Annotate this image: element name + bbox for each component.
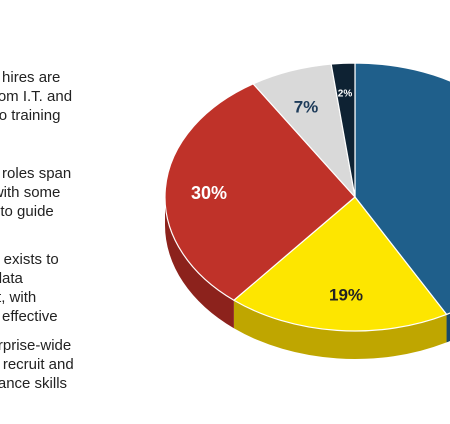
- legend-line: rgely from I.T. and: [0, 88, 73, 105]
- legend-item-3: rnance roles span nd IT, with some ovide…: [0, 164, 128, 221]
- legend-line: xists to recruit and: [0, 356, 74, 373]
- legend-line: ed and effective: [0, 308, 58, 325]
- pie-tops: [164, 62, 450, 332]
- legend-item-5: e, enterprise-wide xists to recruit and …: [0, 336, 128, 393]
- pie-slice-label-2: 19%: [329, 285, 363, 304]
- legend-line: rogram exists to: [0, 251, 59, 268]
- pie-slice-side-3: [165, 197, 234, 329]
- pie-slice-side-2: [233, 300, 447, 360]
- pie-slice-label-5: 2%: [338, 89, 353, 100]
- legend-line: governance skills: [0, 375, 68, 392]
- legend-line: e talent, with: [0, 289, 37, 306]
- legend: rnance hires are rgely from I.T. and ed …: [0, 0, 140, 424]
- legend-item-4: rogram exists to retain data e talent, w…: [0, 250, 128, 326]
- pie-sides: [165, 197, 450, 360]
- legend-line: e, enterprise-wide: [0, 337, 72, 354]
- pie-slice-3: [164, 83, 356, 301]
- legend-line: nd IT, with some: [0, 184, 61, 201]
- pie-slice-5: [330, 62, 356, 198]
- pie-slice-1: [354, 62, 450, 316]
- legend-line: retain data: [0, 270, 23, 287]
- pie-labels: 19% 30% 7% 2%: [191, 89, 363, 305]
- legend-line: rnance roles span: [0, 165, 72, 182]
- pie-slice-label-3: 30%: [191, 183, 227, 203]
- pie-slice-label-4: 7%: [294, 97, 319, 116]
- legend-line: ed or no training: [0, 107, 61, 124]
- legend-line: ovided to guide: [0, 203, 54, 220]
- legend-line: rnance hires are: [0, 69, 61, 86]
- legend-item-1: rnance hires are rgely from I.T. and ed …: [0, 68, 128, 125]
- pie-slice-side-1: [446, 312, 450, 343]
- pie-slice-2: [232, 196, 448, 332]
